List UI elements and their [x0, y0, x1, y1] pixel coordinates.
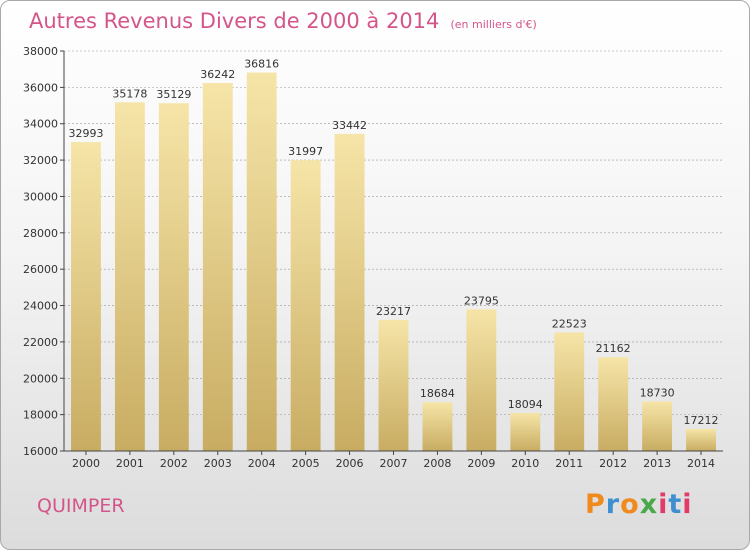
city-label: QUIMPER: [37, 495, 125, 517]
bar-2004: [246, 72, 277, 451]
x-tick-label: 2011: [555, 457, 583, 470]
y-tick-label: 28000: [23, 227, 58, 240]
bar-2011: [554, 332, 585, 451]
data-label: 31997: [288, 145, 323, 158]
logo-letter: o: [620, 489, 640, 520]
y-tick-label: 20000: [23, 372, 58, 385]
x-tick-label: 2009: [467, 457, 495, 470]
y-tick-label: 24000: [23, 300, 58, 313]
y-tick-label: 38000: [23, 45, 58, 58]
x-tick-label: 2001: [116, 457, 144, 470]
data-label: 36242: [200, 68, 235, 81]
proxiti-logo: Proxiti: [585, 489, 693, 520]
bar-2013: [642, 401, 673, 451]
title-block: Autres Revenus Divers de 2000 à 2014 (en…: [29, 9, 537, 33]
bar-2007: [378, 319, 409, 451]
x-tick-label: 2002: [160, 457, 188, 470]
data-label: 23795: [464, 294, 499, 307]
labels: 16000 18000 20000 22000 24000 26000 28000 30000…: [23, 45, 719, 470]
logo-letter: i: [682, 489, 693, 520]
data-label: 36816: [244, 58, 279, 71]
data-label: 35178: [112, 87, 147, 100]
y-tick-label: 32000: [23, 154, 58, 167]
y-tick-label: 26000: [23, 263, 58, 276]
x-tick-label: 2008: [423, 457, 451, 470]
bar-2008: [422, 402, 453, 451]
bar-2003: [202, 82, 233, 452]
bar-2009: [466, 309, 497, 451]
logo-letter: i: [658, 489, 669, 520]
x-tick-label: 2000: [72, 457, 100, 470]
y-tick-label: 34000: [23, 118, 58, 131]
x-tick-label: 2007: [380, 457, 408, 470]
bar-2001: [114, 102, 145, 452]
axes: [60, 50, 723, 455]
data-label: 18094: [508, 398, 543, 411]
logo-letter: t: [668, 489, 683, 520]
x-tick-label: 2010: [511, 457, 539, 470]
bar-2006: [334, 133, 365, 451]
bars: [71, 72, 716, 452]
logo-letter: r: [605, 489, 621, 520]
y-tick-label: 30000: [23, 190, 58, 203]
bar-2005: [290, 160, 321, 452]
data-label: 23217: [376, 305, 411, 318]
bar-2012: [598, 357, 629, 451]
y-tick-label: 36000: [23, 81, 58, 94]
chart-unit: (en milliers d'€): [450, 18, 537, 31]
data-label: 22523: [552, 317, 587, 330]
y-tick-label: 16000: [23, 445, 58, 458]
data-label: 21162: [596, 342, 631, 355]
bar-2010: [510, 412, 541, 451]
data-label: 32993: [68, 127, 103, 140]
data-label: 33442: [332, 119, 367, 132]
logo-letter: P: [585, 489, 606, 520]
chart-title: Autres Revenus Divers de 2000 à 2014: [29, 9, 440, 33]
x-tick-label: 2006: [336, 457, 364, 470]
y-tick-label: 22000: [23, 336, 58, 349]
x-tick-label: 2012: [599, 457, 627, 470]
data-label: 18730: [640, 386, 675, 399]
x-tick-label: 2003: [204, 457, 232, 470]
bar-2000: [71, 142, 101, 451]
logo-letter: x: [639, 489, 659, 520]
data-label: 17212: [684, 414, 719, 427]
y-tick-label: 18000: [23, 409, 58, 422]
x-tick-label: 2013: [643, 457, 671, 470]
x-tick-label: 2004: [248, 457, 276, 470]
x-tick-label: 2014: [687, 457, 715, 470]
data-label: 35129: [156, 88, 191, 101]
bar-2014: [686, 428, 716, 451]
bar-2002: [158, 103, 189, 451]
x-tick-label: 2005: [292, 457, 320, 470]
data-label: 18684: [420, 387, 455, 400]
